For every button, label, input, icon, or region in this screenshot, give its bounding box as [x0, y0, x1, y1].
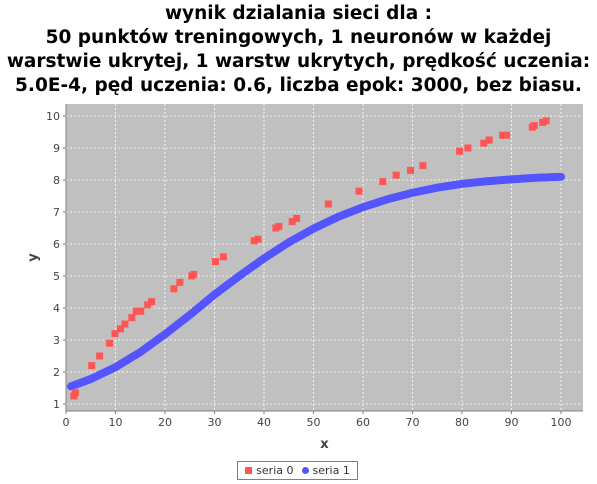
- y-tick-label: 4: [53, 302, 60, 315]
- chart-title-line: 50 punktów treningowych, 1 neuronów w ka…: [45, 27, 552, 48]
- legend-swatch-series-0: [245, 467, 253, 474]
- x-tick-label: 60: [356, 416, 370, 429]
- series-0-point: [88, 362, 96, 370]
- x-tick-label: 20: [158, 416, 172, 429]
- series-0-point: [499, 131, 507, 139]
- x-tick-label: 10: [109, 416, 123, 429]
- chart-legend: seria 0 seria 1: [237, 461, 358, 480]
- x-axis-label: x: [320, 437, 329, 452]
- series-0-point: [148, 298, 156, 306]
- series-0-point: [419, 162, 427, 170]
- series-0-point: [464, 144, 472, 152]
- x-tick-label: 80: [455, 416, 469, 429]
- series-0-point: [480, 139, 488, 147]
- series-0-point: [355, 187, 363, 195]
- series-0-point: [503, 131, 511, 139]
- y-axis-label: y: [26, 253, 41, 262]
- series-0-point: [128, 314, 136, 322]
- legend-label-series-1: seria 1: [312, 464, 350, 477]
- series-0-point: [170, 285, 178, 293]
- y-tick-label: 2: [53, 366, 60, 379]
- series-0-point: [542, 117, 550, 125]
- series-0-point: [379, 178, 387, 186]
- series-0-point: [190, 270, 198, 278]
- y-tick-label: 8: [53, 174, 60, 187]
- legend-swatch-series-1: [301, 467, 309, 474]
- chart-title-line: wynik dzialania sieci dla :: [164, 3, 433, 24]
- series-0-point: [407, 166, 415, 174]
- series-0-point: [324, 200, 332, 208]
- series-0-point: [116, 325, 124, 333]
- legend-label-series-0: seria 0: [256, 464, 294, 477]
- series-0-point: [121, 320, 129, 328]
- x-tick-label: 0: [63, 416, 70, 429]
- series-0-point: [254, 235, 262, 243]
- plot-area: [66, 104, 583, 411]
- series-0-point: [111, 330, 119, 338]
- y-tick-label: 10: [46, 110, 60, 123]
- y-tick-label: 5: [53, 270, 60, 283]
- series-0-point: [106, 339, 114, 347]
- legend-item-series-1: seria 1: [301, 464, 350, 477]
- chart-title-line: warstwie ukrytej, 1 warstw ukrytych, prę…: [6, 51, 591, 72]
- series-0-point: [219, 253, 227, 261]
- y-tick-label: 3: [53, 334, 60, 347]
- x-tick-label: 40: [257, 416, 271, 429]
- x-tick-label: 90: [505, 416, 519, 429]
- chart-title: wynik dzialania sieci dla : 50 punktów t…: [0, 2, 597, 98]
- x-tick-label: 50: [307, 416, 321, 429]
- series-0-point: [137, 307, 145, 315]
- series-0-point: [176, 278, 184, 286]
- x-tick-label: 70: [406, 416, 420, 429]
- series-0-point: [275, 222, 283, 230]
- series-0-point: [211, 258, 219, 266]
- x-tick-label: 100: [551, 416, 572, 429]
- series-0-point: [96, 352, 104, 360]
- chart-title-line: 5.0E-4, pęd uczenia: 0.6, liczba epok: 3…: [15, 75, 582, 96]
- series-1-point: [557, 172, 565, 181]
- series-0-point: [250, 237, 258, 245]
- y-tick-label: 9: [53, 142, 60, 155]
- y-tick-label: 6: [53, 238, 60, 251]
- legend-item-series-0: seria 0: [245, 464, 294, 477]
- y-tick-label: 7: [53, 206, 60, 219]
- series-0-point: [144, 301, 152, 309]
- series-0-point: [456, 147, 464, 155]
- series-0-point: [392, 171, 400, 179]
- series-0-point: [485, 136, 493, 144]
- series-0-point: [530, 122, 538, 130]
- x-tick-label: 30: [208, 416, 222, 429]
- y-tick-label: 1: [53, 398, 60, 411]
- series-0-point: [288, 218, 296, 226]
- series-0-point: [132, 307, 140, 315]
- series-0-point: [71, 389, 79, 397]
- series-0-point: [293, 214, 301, 222]
